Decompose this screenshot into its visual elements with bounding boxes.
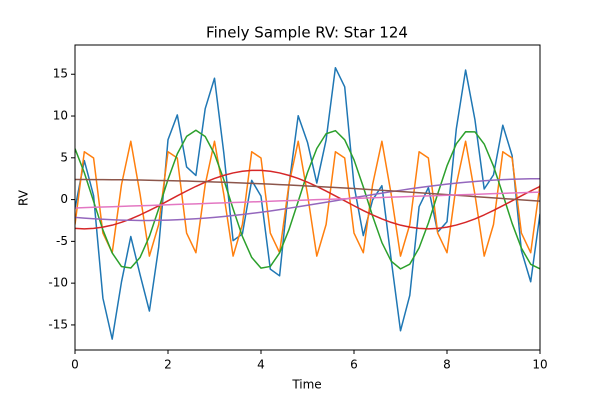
- y-tick-label: 5: [60, 150, 68, 164]
- y-tick-label: -10: [48, 276, 68, 290]
- x-tick-label: 10: [532, 358, 547, 372]
- axes-frame: [74, 44, 541, 351]
- y-axis-label: RV: [17, 189, 31, 206]
- series-line: [75, 129, 540, 270]
- series-line: [75, 140, 540, 257]
- x-tick-label: 8: [443, 358, 451, 372]
- plot-area: [75, 66, 540, 340]
- x-tick-label: 2: [164, 358, 172, 372]
- series-line: [75, 66, 540, 340]
- y-tick-label: -15: [48, 317, 68, 331]
- series-line: [75, 191, 540, 209]
- series-line: [75, 169, 540, 230]
- x-axis-label: Time: [291, 378, 321, 392]
- x-tick-label: 6: [350, 358, 358, 372]
- y-tick-label: 0: [60, 192, 68, 206]
- x-tick-label: 0: [71, 358, 79, 372]
- y-tick-label: 15: [53, 67, 68, 81]
- x-tick-label: 4: [257, 358, 265, 372]
- series-line: [75, 177, 540, 222]
- series-line: [75, 178, 540, 202]
- y-tick-label: -5: [56, 234, 68, 248]
- chart-title: Finely Sample RV: Star 124: [206, 24, 408, 42]
- y-tick-label: 10: [53, 109, 68, 123]
